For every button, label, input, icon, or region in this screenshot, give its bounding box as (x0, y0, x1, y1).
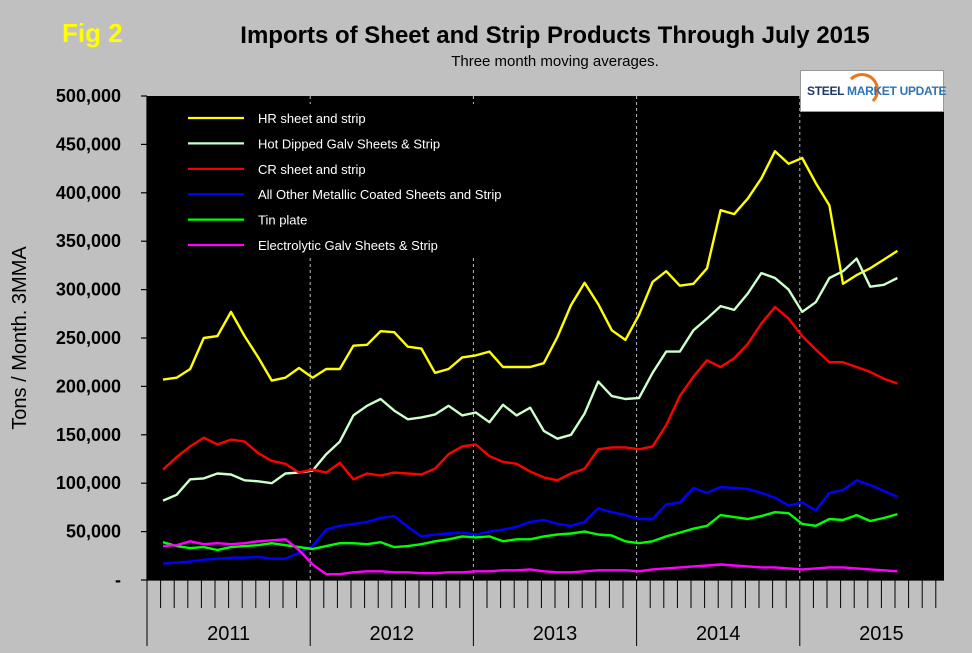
y-tick-label: 50,000 (66, 522, 121, 542)
x-year-label: 2014 (696, 623, 741, 645)
legend-label-3: All Other Metallic Coated Sheets and Str… (258, 187, 502, 202)
y-tick-label: 300,000 (56, 280, 121, 300)
logo-text: STEEL MARKET UPDATE (807, 84, 947, 98)
y-tick-label: 150,000 (56, 425, 121, 445)
x-year-label: 2012 (370, 623, 415, 645)
series-line-2 (162, 305, 898, 482)
legend-box (165, 104, 572, 257)
series-line-4 (162, 511, 898, 552)
chart-title: Imports of Sheet and Strip Products Thro… (240, 22, 870, 49)
legend-label-5: Electrolytic Galv Sheets & Strip (258, 238, 438, 253)
legend-label-1: Hot Dipped Galv Sheets & Strip (258, 136, 440, 151)
legend: HR sheet and strip Hot Dipped Galv Sheets… (188, 111, 502, 253)
y-tick-label: 100,000 (56, 473, 121, 493)
y-tick-label: 500,000 (56, 86, 121, 106)
series-line-3 (162, 479, 898, 565)
y-tick-label: 400,000 (56, 183, 121, 203)
y-tick-label: 250,000 (56, 328, 121, 348)
series-line-5 (162, 538, 898, 576)
series-line-1 (162, 257, 898, 502)
y-tick-label: - (115, 570, 121, 590)
x-year-label: 2013 (533, 623, 578, 645)
y-tick-label: 350,000 (56, 231, 121, 251)
legend-label-0: HR sheet and strip (258, 111, 366, 126)
y-tick-label: 450,000 (56, 134, 121, 154)
legend-label-4: Tin plate (258, 213, 307, 228)
series-line-0 (162, 149, 899, 382)
x-year-label: 2011 (207, 623, 250, 645)
y-axis-title: Tons / Month. 3MMA (9, 246, 31, 430)
x-axis: 2011 2012 2013 2014 2015 (146, 579, 944, 646)
figure-label: Fig 2 (62, 18, 123, 48)
logo-swoosh-icon (845, 73, 879, 107)
legend-label-2: CR sheet and strip (258, 162, 366, 177)
y-tick-label: 200,000 (56, 376, 121, 396)
x-year-label: 2015 (859, 623, 904, 645)
y-axis: - 50,000 100,000 150,000 200,000 250,000 300,0… (56, 86, 148, 590)
steel-market-update-logo: STEEL MARKET UPDATE (800, 70, 947, 112)
series-lines (162, 149, 899, 576)
chart-subtitle: Three month moving averages. (451, 53, 659, 70)
